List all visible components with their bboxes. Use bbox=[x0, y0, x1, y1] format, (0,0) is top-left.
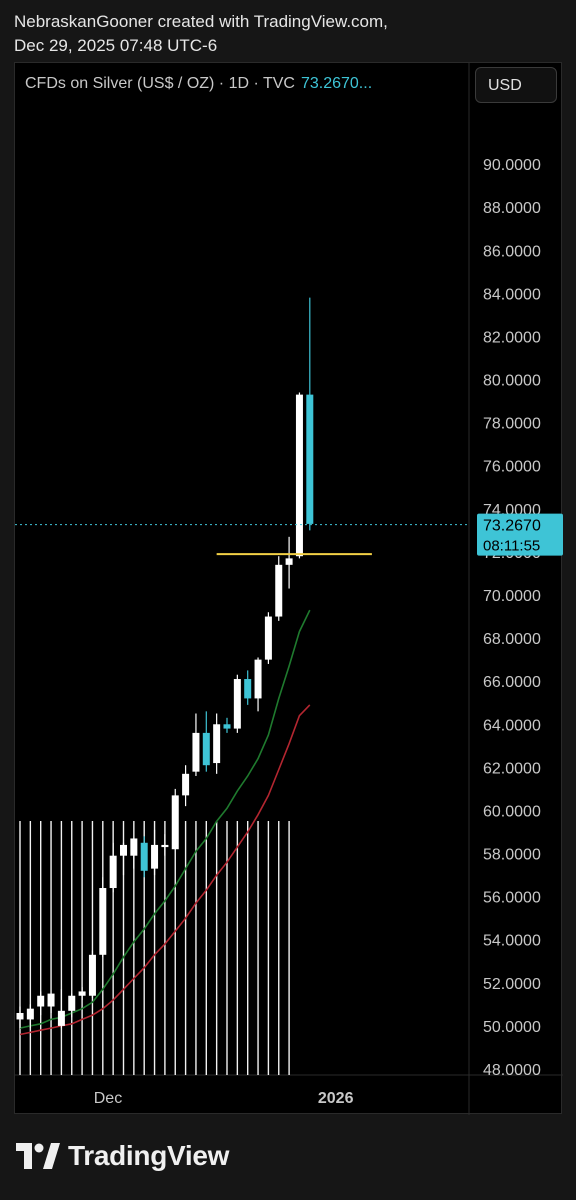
candle-body[interactable] bbox=[140, 842, 148, 871]
candle-body[interactable] bbox=[88, 954, 96, 996]
candle-body[interactable] bbox=[285, 558, 293, 565]
y-tick-label: 48.0000 bbox=[483, 1062, 541, 1079]
currency-button[interactable]: USD bbox=[475, 67, 557, 103]
tradingview-icon bbox=[16, 1143, 60, 1169]
last-price-tag-price: 73.2670 bbox=[483, 518, 541, 535]
candle-body[interactable] bbox=[120, 844, 127, 856]
candle-body[interactable] bbox=[306, 394, 314, 524]
symbol-legend[interactable]: CFDs on Silver (US$ / OZ) · 1D · TVC 73.2… bbox=[25, 75, 372, 93]
candle-body[interactable] bbox=[213, 724, 221, 764]
candle-body[interactable] bbox=[202, 732, 210, 766]
candle-body[interactable] bbox=[233, 679, 241, 729]
candle-body[interactable] bbox=[182, 773, 190, 796]
y-tick-label: 62.0000 bbox=[483, 760, 541, 777]
x-tick-label: 2026 bbox=[318, 1090, 354, 1107]
y-tick-label: 84.0000 bbox=[483, 286, 541, 303]
brand-name: TradingView bbox=[68, 1140, 230, 1171]
candle-body[interactable] bbox=[171, 795, 179, 850]
y-tick-label: 80.0000 bbox=[483, 373, 541, 390]
candle-body[interactable] bbox=[16, 1012, 24, 1020]
y-tick-label: 76.0000 bbox=[483, 459, 541, 476]
y-tick-label: 60.0000 bbox=[483, 803, 541, 820]
candle-body[interactable] bbox=[151, 844, 159, 869]
last-price-tag bbox=[477, 513, 563, 556]
timestamp-line: Dec 29, 2025 07:48 UTC-6 bbox=[14, 36, 218, 55]
candle-body[interactable] bbox=[161, 844, 169, 848]
y-tick-label: 50.0000 bbox=[483, 1019, 541, 1036]
candle-body[interactable] bbox=[192, 732, 200, 772]
legend-last-price: 73.2670... bbox=[300, 75, 373, 92]
candle-body[interactable] bbox=[37, 995, 45, 1007]
y-tick-label: 66.0000 bbox=[483, 674, 541, 691]
candle-body[interactable] bbox=[26, 1008, 34, 1020]
chart-author-header: NebraskanGooner created with TradingView… bbox=[14, 10, 388, 58]
y-tick-label: 86.0000 bbox=[483, 243, 541, 260]
candle-body[interactable] bbox=[295, 394, 303, 557]
y-tick-label: 54.0000 bbox=[483, 933, 541, 950]
y-tick-label: 58.0000 bbox=[483, 847, 541, 864]
moving-average-fast bbox=[19, 609, 311, 1029]
symbol-label: CFDs on Silver (US$ / OZ) · 1D · TVC bbox=[25, 75, 295, 92]
candle-body[interactable] bbox=[78, 991, 86, 996]
candle-body[interactable] bbox=[264, 616, 272, 660]
tradingview-logo: TradingView bbox=[16, 1140, 229, 1172]
y-tick-label: 52.0000 bbox=[483, 976, 541, 993]
candle-body[interactable] bbox=[275, 564, 283, 617]
candle-body[interactable] bbox=[244, 679, 252, 699]
candle-body[interactable] bbox=[99, 888, 107, 955]
y-tick-label: 78.0000 bbox=[483, 416, 541, 433]
moving-average-slow bbox=[19, 704, 311, 1036]
candle-body[interactable] bbox=[57, 1010, 65, 1026]
last-price-tag-countdown: 08:11:55 bbox=[483, 538, 540, 555]
y-tick-label: 88.0000 bbox=[483, 200, 541, 217]
price-chart[interactable]: 48.0000 50.0000 52.0000 54.0000 56.0000 58.00… bbox=[15, 63, 563, 1115]
chart-panel[interactable]: 48.0000 50.0000 52.0000 54.0000 56.0000 58.00… bbox=[14, 62, 563, 1115]
candle-body[interactable] bbox=[109, 855, 117, 889]
x-tick-label: Dec bbox=[94, 1090, 122, 1107]
candle-body[interactable] bbox=[130, 838, 138, 856]
y-tick-label: 82.0000 bbox=[483, 329, 541, 346]
y-tick-label: 90.0000 bbox=[483, 157, 541, 174]
y-tick-label: 56.0000 bbox=[483, 890, 541, 907]
y-tick-label: 68.0000 bbox=[483, 631, 541, 648]
y-tick-label: 70.0000 bbox=[483, 588, 541, 605]
author-line: NebraskanGooner created with TradingView… bbox=[14, 12, 388, 31]
candle-body[interactable] bbox=[254, 659, 262, 699]
candle-body[interactable] bbox=[47, 993, 55, 1007]
candle-body[interactable] bbox=[223, 724, 231, 729]
y-tick-label: 64.0000 bbox=[483, 717, 541, 734]
candle-body[interactable] bbox=[68, 995, 76, 1011]
